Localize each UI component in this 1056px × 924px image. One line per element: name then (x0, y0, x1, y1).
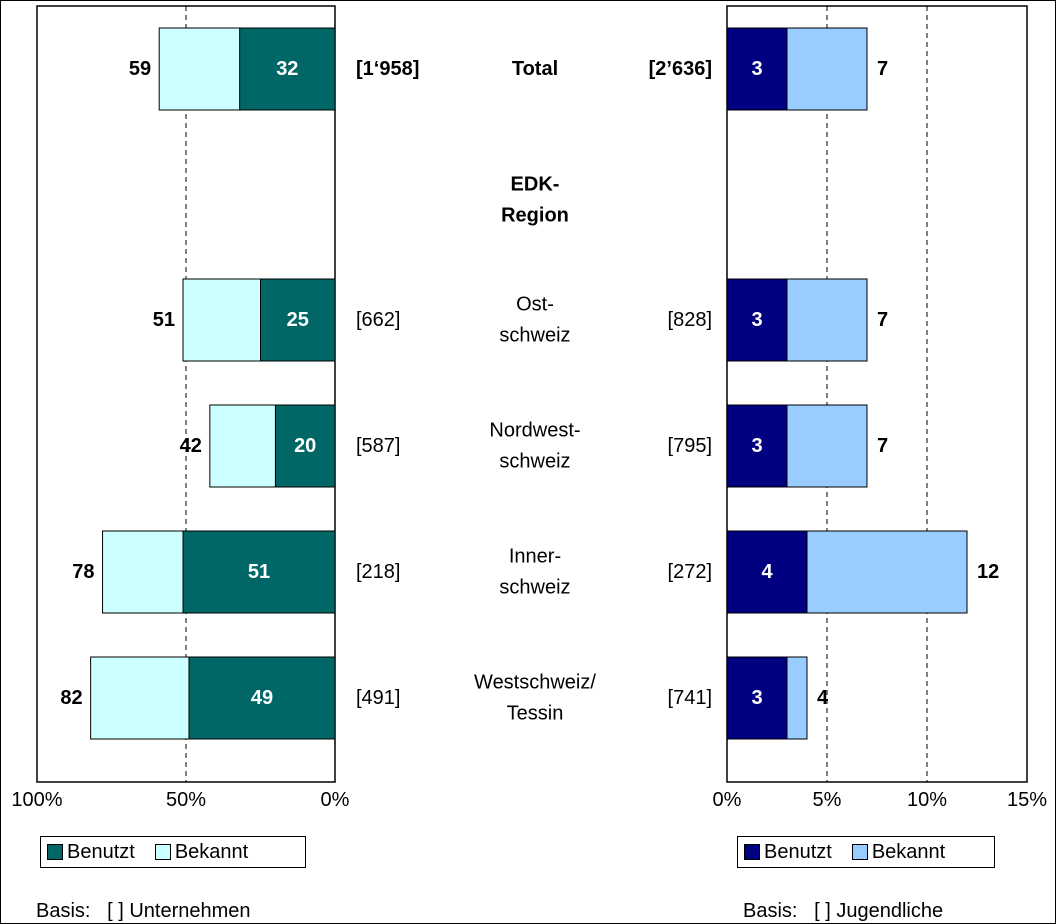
base-label-left: [662] (356, 309, 400, 331)
bar-left-benutzt (260, 278, 336, 362)
basis-left: Basis: [ ] Unternehmen (36, 900, 251, 923)
data-label-right-bekannt: 4 (817, 687, 829, 709)
data-label-left-benutzt: 20 (294, 435, 316, 457)
category-label: Tessin (507, 703, 564, 725)
bar-left-benutzt (274, 404, 336, 488)
base-label-left: [218] (356, 561, 400, 583)
data-label-left-bekannt: 78 (72, 561, 94, 583)
legend-item-bekannt: Bekannt (154, 840, 249, 864)
category-label: Westschweiz/ (474, 672, 596, 694)
base-label-left: [587] (356, 435, 400, 457)
legend-label-bekannt: Bekannt (871, 840, 946, 863)
x-tick-label-left: 0% (321, 789, 350, 811)
basis-label: Basis: (36, 900, 91, 922)
x-tick-label-left: 100% (11, 789, 62, 811)
x-tick-label-right: 5% (813, 789, 842, 811)
legend-right: Benutzt Bekannt (737, 836, 995, 868)
data-label-right-benutzt: 4 (761, 561, 773, 583)
x-tick-label-right: 15% (1007, 789, 1047, 811)
legend-item-benutzt: Benutzt (47, 841, 135, 864)
category-label: Region (501, 205, 569, 227)
legend-label-benutzt: Benutzt (67, 840, 135, 863)
data-label-right-bekannt: 12 (977, 561, 999, 583)
legend-left: Benutzt Bekannt (40, 836, 306, 868)
x-tick-label-right: 10% (907, 789, 947, 811)
x-tick-label-left: 50% (166, 789, 206, 811)
bar-right-benutzt (726, 278, 788, 362)
basis-right: Basis: [ ] Jugendliche (743, 900, 943, 923)
bar-right-benutzt (726, 656, 788, 740)
data-label-left-bekannt: 42 (180, 435, 202, 457)
data-label-left-benutzt: 49 (251, 687, 273, 709)
legend-swatch-benutzt (744, 844, 760, 860)
legend-item-bekannt: Bekannt (851, 840, 946, 864)
base-label-right: [2’636] (649, 58, 712, 80)
category-label: Nordwest- (489, 420, 580, 442)
category-label: Total (512, 58, 558, 80)
base-label-right: [795] (668, 435, 712, 457)
data-label-left-benutzt: 32 (276, 58, 298, 80)
bar-left-benutzt (239, 27, 336, 111)
data-label-right-benutzt: 3 (751, 309, 762, 331)
data-label-left-bekannt: 59 (129, 58, 151, 80)
category-label: EDK- (511, 174, 560, 196)
basis-text: [ ] Jugendliche (814, 900, 944, 922)
data-label-right-bekannt: 7 (877, 58, 888, 80)
legend-swatch-benutzt (47, 844, 63, 860)
data-label-left-benutzt: 51 (248, 561, 270, 583)
data-label-left-benutzt: 25 (287, 309, 309, 331)
base-label-left: [1‘958] (356, 58, 419, 80)
x-tick-label-right: 0% (713, 789, 742, 811)
bar-left-benutzt (188, 656, 336, 740)
category-label: schweiz (499, 325, 570, 347)
basis-label: Basis: (743, 900, 798, 922)
legend-swatch-bekannt (154, 844, 171, 860)
basis-text: [ ] Unternehmen (107, 900, 251, 922)
legend-item-benutzt: Benutzt (744, 841, 832, 864)
bar-right-benutzt (726, 404, 788, 488)
legend-label-bekannt: Bekannt (174, 840, 249, 863)
category-label: Inner- (509, 546, 561, 568)
data-label-right-benutzt: 3 (751, 435, 762, 457)
bar-left-benutzt (182, 530, 336, 614)
data-label-right-benutzt: 3 (751, 687, 762, 709)
base-label-right: [272] (668, 561, 712, 583)
legend-swatch-bekannt (851, 844, 868, 860)
legend-label-benutzt: Benutzt (764, 840, 832, 863)
plot-area-right (726, 5, 1028, 783)
data-label-left-bekannt: 51 (153, 309, 175, 331)
category-label: schweiz (499, 451, 570, 473)
bar-right-benutzt (726, 27, 788, 111)
data-label-right-bekannt: 7 (877, 435, 888, 457)
data-label-right-benutzt: 3 (751, 58, 762, 80)
base-label-right: [741] (668, 687, 712, 709)
category-label: schweiz (499, 577, 570, 599)
category-label: Ost- (516, 294, 554, 316)
data-label-right-bekannt: 7 (877, 309, 888, 331)
data-label-left-bekannt: 82 (60, 687, 82, 709)
base-label-left: [491] (356, 687, 400, 709)
base-label-right: [828] (668, 309, 712, 331)
bar-right-benutzt (726, 530, 808, 614)
